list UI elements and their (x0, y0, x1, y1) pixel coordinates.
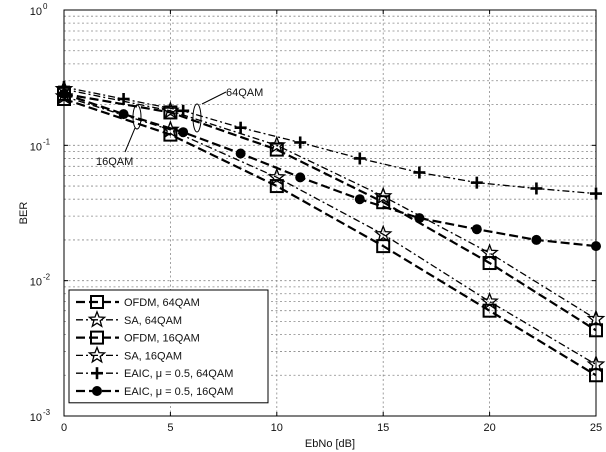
data-point (353, 152, 366, 165)
data-point (589, 368, 603, 383)
x-tick-label: 15 (377, 422, 389, 434)
data-point (373, 224, 393, 243)
y-tick-label: 10 (30, 6, 42, 18)
data-point (590, 187, 602, 200)
legend-entry: SA, 16QAM (76, 345, 182, 364)
series-line-1 (63, 88, 597, 320)
legend-label: OFDM, 64QAM (124, 297, 200, 309)
annotation-64qam-arrow (201, 91, 227, 105)
y-tick-label: 10 (30, 277, 42, 289)
x-tick-label: 20 (483, 422, 495, 434)
legend-label: EAIC, μ = 0.5, 16QAM (124, 386, 233, 398)
legend: OFDM, 64QAM SA, 64QAM OFDM, 16QAM SA, 16QAM… (68, 289, 269, 404)
series-line-5 (63, 92, 597, 248)
annotation-16qam-ellipse (132, 104, 142, 130)
plot-frame (63, 9, 597, 417)
data-point (589, 323, 603, 338)
legend-entry: OFDM, 16QAM (76, 330, 200, 345)
data-point (373, 186, 393, 205)
data-point (178, 127, 189, 138)
data-point (294, 136, 307, 149)
series-line-2 (63, 97, 597, 377)
y-tick-exponent: -3 (43, 408, 51, 417)
x-axis-label: EbNo [dB] (305, 438, 355, 450)
x-tick-label: 25 (590, 422, 602, 434)
y-tick-label: 10 (30, 412, 42, 424)
data-point (591, 241, 601, 252)
series-line-4 (63, 86, 597, 195)
legend-marker (87, 345, 107, 364)
x-tick-label: 0 (61, 422, 67, 434)
series-layer (54, 79, 606, 383)
data-point (54, 86, 74, 105)
legend-entry: EAIC, μ = 0.5, 16QAM (76, 386, 233, 398)
data-point (470, 176, 483, 189)
y-axis-label: BER (18, 202, 30, 225)
data-point (376, 195, 391, 210)
legend-label: EAIC, μ = 0.5, 64QAM (124, 368, 233, 380)
y-tick-exponent: -1 (43, 137, 51, 146)
annotation-16qam-arrow (124, 127, 136, 153)
series-1 (54, 79, 606, 328)
annotation-64qam-label: 64QAM (226, 87, 263, 99)
series-2 (57, 91, 603, 383)
data-point (586, 354, 606, 373)
x-tick-label: 10 (271, 422, 283, 434)
annotation-64qam: 64QAM (192, 87, 263, 133)
legend-marker (91, 367, 103, 380)
legend-marker (87, 309, 107, 328)
data-point (530, 182, 543, 195)
data-point (163, 105, 178, 120)
data-point (235, 148, 246, 159)
data-point (269, 142, 284, 157)
legend-marker (92, 386, 102, 396)
series-3 (54, 86, 606, 373)
legend-entry: SA, 64QAM (76, 309, 182, 328)
data-point (234, 121, 247, 134)
annotation-64qam-ellipse (192, 103, 202, 133)
legend-label: SA, 16QAM (124, 350, 182, 362)
data-point (376, 239, 391, 254)
y-tick-label: 10 (30, 141, 42, 153)
data-point (414, 213, 425, 224)
data-point (118, 109, 129, 120)
data-point (295, 172, 306, 183)
data-point (59, 88, 69, 99)
data-point (177, 104, 190, 117)
legend-label: SA, 64QAM (124, 315, 182, 327)
y-tick-exponent: 0 (43, 2, 48, 11)
data-point (413, 166, 426, 179)
data-point (480, 291, 499, 310)
data-point (267, 135, 287, 154)
annotation-16qam-label: 16QAM (96, 156, 133, 168)
data-point (354, 194, 365, 205)
series-line-3 (63, 95, 597, 366)
data-point (267, 167, 287, 186)
series-4 (58, 80, 602, 200)
x-tick-label: 5 (167, 422, 173, 434)
data-point (471, 224, 482, 235)
series-line-0 (63, 92, 597, 332)
legend-label: OFDM, 16QAM (124, 333, 200, 345)
data-point (480, 243, 499, 261)
data-point (586, 309, 606, 328)
legend-marker (90, 295, 104, 309)
series-5 (59, 88, 601, 252)
legend-marker (90, 330, 104, 345)
annotation-16qam: 16QAM (96, 104, 142, 168)
data-point (117, 92, 130, 105)
y-tick-exponent: -2 (43, 273, 51, 282)
legend-entry: OFDM, 64QAM (76, 295, 200, 309)
data-point (161, 100, 180, 119)
data-point (531, 234, 542, 245)
legend-entry: EAIC, μ = 0.5, 64QAM (76, 367, 233, 380)
